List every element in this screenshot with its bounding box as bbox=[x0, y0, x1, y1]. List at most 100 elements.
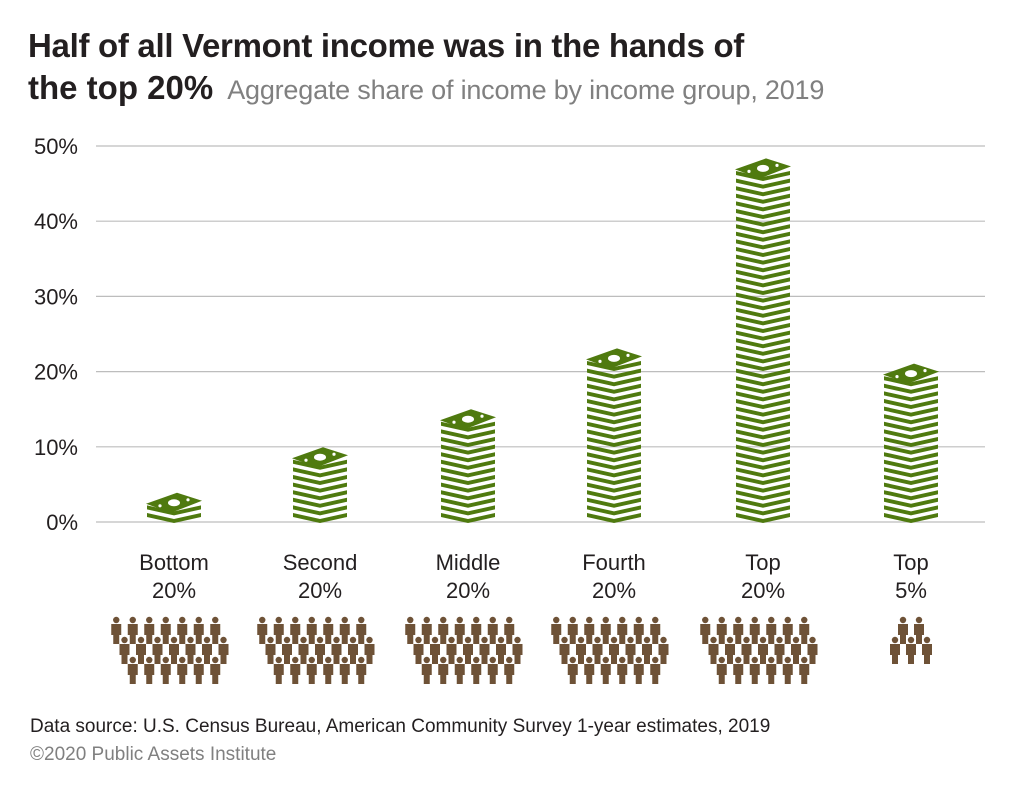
bill-layer bbox=[587, 467, 641, 478]
person-icon bbox=[144, 616, 155, 644]
bill-layer bbox=[736, 209, 790, 219]
person-icon bbox=[202, 636, 212, 664]
bill-layer bbox=[441, 437, 495, 447]
person-icon bbox=[463, 636, 473, 664]
person-icon bbox=[617, 656, 628, 684]
person-icon bbox=[650, 656, 661, 684]
bar-3 bbox=[586, 348, 642, 523]
bill-layer bbox=[736, 338, 790, 349]
people-group-3 bbox=[551, 616, 669, 684]
bill-layer bbox=[736, 497, 790, 508]
data-source-note: Data source: U.S. Census Bureau, America… bbox=[30, 716, 771, 737]
person-icon bbox=[306, 656, 317, 684]
bill-layer bbox=[441, 444, 495, 455]
chart-title: Half of all Vermont income was in the ha… bbox=[28, 27, 744, 64]
person-icon bbox=[504, 616, 515, 644]
bar-0 bbox=[146, 492, 202, 523]
person-icon bbox=[576, 636, 586, 664]
person-icon bbox=[446, 636, 457, 664]
bill-layer bbox=[736, 467, 790, 478]
bill-dot bbox=[186, 498, 190, 502]
bill-layer bbox=[587, 482, 641, 493]
bill-layer bbox=[736, 414, 790, 425]
person-icon bbox=[799, 656, 810, 684]
bill-layer bbox=[293, 505, 347, 516]
bill-layer bbox=[736, 391, 790, 402]
x-tick-label: 20% bbox=[592, 578, 636, 603]
bill-layer bbox=[587, 406, 641, 417]
person-icon bbox=[405, 616, 416, 644]
bill-dollar-icon bbox=[168, 499, 180, 507]
bill-layer bbox=[736, 292, 790, 303]
bill-layer bbox=[736, 490, 790, 501]
bill-layer bbox=[441, 475, 495, 485]
person-icon bbox=[290, 656, 301, 684]
x-tick-label: 5% bbox=[895, 578, 927, 603]
person-icon bbox=[551, 616, 562, 644]
people-group-1 bbox=[257, 616, 375, 684]
bill-layer bbox=[147, 513, 201, 523]
person-icon bbox=[504, 656, 515, 684]
bill-layer bbox=[736, 513, 790, 523]
person-icon bbox=[716, 656, 727, 684]
bill-layer bbox=[884, 513, 938, 523]
bill-layer bbox=[736, 421, 790, 432]
bill-layer bbox=[736, 437, 790, 447]
bill-layer bbox=[441, 505, 495, 516]
person-icon bbox=[922, 636, 932, 664]
person-icon bbox=[144, 656, 155, 684]
bill-dot bbox=[332, 452, 336, 456]
bill-layer bbox=[736, 475, 790, 485]
bill-layer bbox=[884, 376, 938, 387]
person-icon bbox=[479, 636, 490, 664]
bill-layer bbox=[441, 513, 495, 523]
bill-layer bbox=[736, 254, 790, 265]
person-icon bbox=[633, 656, 644, 684]
y-tick-label: 50% bbox=[34, 134, 78, 159]
bill-layer bbox=[884, 452, 938, 463]
person-icon bbox=[782, 656, 793, 684]
bill-layer bbox=[884, 467, 938, 478]
person-icon bbox=[177, 616, 188, 644]
x-tick-label: 20% bbox=[446, 578, 490, 603]
bill-layer bbox=[587, 429, 641, 440]
bill-layer bbox=[736, 505, 790, 516]
bill-layer bbox=[736, 444, 790, 455]
person-icon bbox=[257, 616, 268, 644]
bill-layer bbox=[736, 459, 790, 470]
chart-subtitle: Aggregate share of income by income grou… bbox=[227, 75, 825, 105]
person-icon bbox=[413, 636, 424, 664]
person-icon bbox=[471, 656, 482, 684]
person-icon bbox=[421, 616, 432, 644]
person-icon bbox=[512, 636, 523, 664]
person-icon bbox=[600, 656, 611, 684]
chart-title-line2: the top 20% Aggregate share of income by … bbox=[28, 68, 824, 110]
person-icon bbox=[609, 636, 619, 664]
bill-dollar-icon bbox=[757, 164, 769, 172]
person-icon bbox=[906, 636, 916, 664]
chart: 0% 10% 20% 30% 40% 50% Bottom 20% Second 20% Middl… bbox=[34, 134, 985, 684]
person-icon bbox=[339, 656, 350, 684]
person-icon bbox=[282, 636, 292, 664]
person-icon bbox=[265, 636, 276, 664]
people-group-2 bbox=[405, 616, 523, 684]
bill-layer bbox=[736, 353, 790, 364]
bill-layer bbox=[884, 482, 938, 493]
person-icon bbox=[169, 636, 179, 664]
bill-layer bbox=[587, 505, 641, 516]
bill-layer bbox=[736, 452, 790, 463]
bill-layer bbox=[736, 186, 790, 197]
person-icon bbox=[567, 656, 578, 684]
person-icon bbox=[733, 616, 744, 644]
bill-layer bbox=[293, 482, 347, 493]
bill-layer bbox=[884, 399, 938, 409]
bill-layer bbox=[293, 513, 347, 523]
bill-layer bbox=[147, 505, 201, 516]
person-icon bbox=[633, 616, 644, 644]
y-tick-label: 10% bbox=[34, 435, 78, 460]
person-icon bbox=[592, 636, 603, 664]
y-tick-label: 0% bbox=[46, 510, 78, 535]
bill-layer bbox=[884, 497, 938, 508]
bill-layer bbox=[736, 224, 790, 235]
bill-layer bbox=[736, 307, 790, 318]
